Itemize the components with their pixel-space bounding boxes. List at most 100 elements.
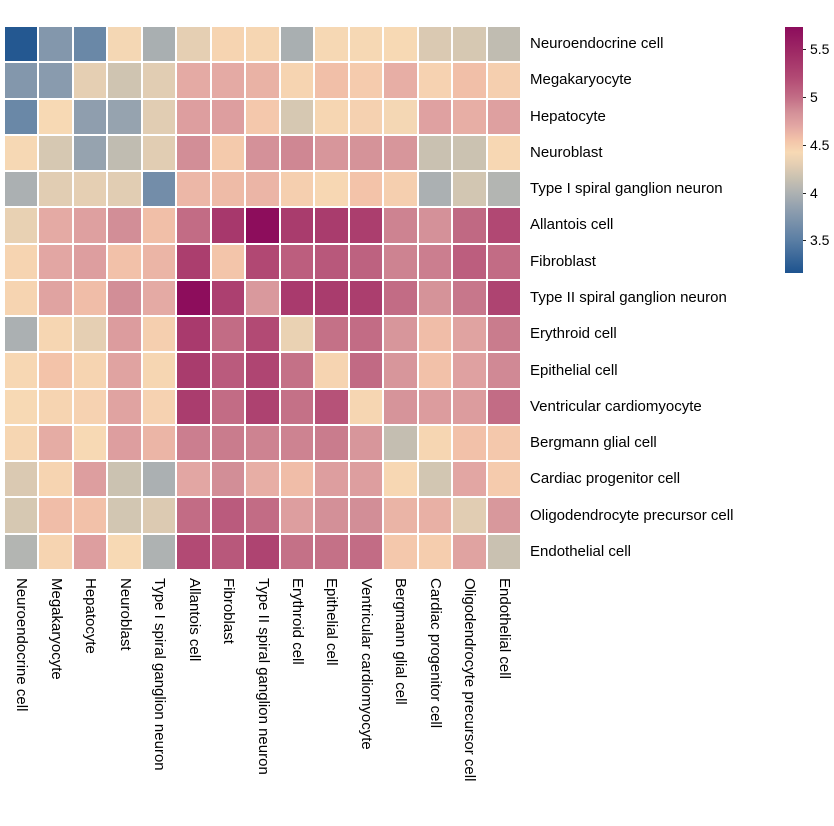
heatmap-cell [315,172,348,207]
heatmap-cell [5,462,38,497]
col-label: Hepatocyte [82,578,100,654]
heatmap-cell [177,425,210,461]
heatmap-cell [211,317,245,352]
row-label: Fibroblast [530,252,596,270]
heatmap-cell [418,172,452,207]
heatmap-cell [5,280,38,316]
heatmap-cell [418,63,452,98]
row-label: Allantois cell [530,216,614,234]
heatmap-cell [384,389,417,424]
heatmap-cell [39,389,72,424]
row-label: Type II spiral ganglion neuron [530,289,727,306]
heatmap-cell [349,317,383,352]
heatmap-cell [142,99,176,134]
heatmap-cell [418,534,452,569]
heatmap-cell [384,135,417,171]
heatmap-cell [418,135,452,171]
heatmap-cell [246,353,279,388]
heatmap-cell [211,462,245,497]
col-label: Fibroblast [220,578,238,644]
heatmap-cell [453,244,486,279]
heatmap-cell [453,135,486,171]
heatmap-cell [211,280,245,316]
heatmap-cell [384,208,417,243]
heatmap-cell [246,317,279,352]
heatmap-cell [142,172,176,207]
heatmap-cell [177,353,210,388]
heatmap-cell [349,353,383,388]
heatmap-cell [177,280,210,316]
heatmap-cell [280,172,314,207]
heatmap-cell [211,498,245,533]
heatmap-cell [315,280,348,316]
col-label: Epithelial cell [323,578,341,666]
heatmap-cell [349,498,383,533]
heatmap-cell [246,27,279,62]
heatmap-cell [453,353,486,388]
heatmap-cell [487,353,520,388]
heatmap-cell [280,534,314,569]
heatmap-cell [39,462,72,497]
heatmap-cell [5,498,38,533]
colorbar-tick-label: 4.5 [810,136,830,153]
heatmap-cell [73,172,107,207]
heatmap-cell [487,172,520,207]
heatmap-cell [384,244,417,279]
heatmap-cell [315,534,348,569]
heatmap-cell [211,425,245,461]
heatmap-cell [108,534,141,569]
heatmap-cell [487,63,520,98]
heatmap-cell [39,353,72,388]
heatmap-cell [177,172,210,207]
heatmap-cell [142,27,176,62]
heatmap-cell [280,63,314,98]
heatmap-cell [315,63,348,98]
heatmap-cell [487,534,520,569]
heatmap-cell [315,208,348,243]
heatmap-cell [280,317,314,352]
row-label: Endothelial cell [530,542,631,560]
heatmap-cell [453,462,486,497]
heatmap-cell [73,208,107,243]
col-label: Oligodendrocyte precursor cell [461,578,479,782]
heatmap-cell [246,244,279,279]
heatmap-cell [384,353,417,388]
heatmap-cell [5,353,38,388]
heatmap-cell [349,63,383,98]
heatmap-cell [453,317,486,352]
colorbar-tick-mark [803,96,806,98]
row-label: Hepatocyte [530,107,606,125]
heatmap-cell [280,135,314,171]
heatmap-cell [418,99,452,134]
heatmap-cell [211,27,245,62]
heatmap-cell [211,63,245,98]
heatmap-cell [246,280,279,316]
heatmap-cell [280,280,314,316]
heatmap-cell [280,353,314,388]
heatmap-cell [315,317,348,352]
heatmap-cell [39,172,72,207]
heatmap-cell [39,498,72,533]
heatmap-cell [39,208,72,243]
heatmap-cell [108,244,141,279]
heatmap-cell [5,534,38,569]
row-label: Megakaryocyte [530,71,632,89]
col-label: Allantois cell [185,578,203,662]
colorbar-tick-label: 3.5 [810,232,830,249]
heatmap-cell [453,534,486,569]
col-label: Neuroblast [116,578,134,651]
heatmap-cell [246,99,279,134]
heatmap-cell [315,99,348,134]
heatmap-cell [108,353,141,388]
heatmap-cell [177,462,210,497]
heatmap-cell [177,534,210,569]
heatmap-cell [5,135,38,171]
heatmap-cell [73,280,107,316]
heatmap-cell [487,498,520,533]
heatmap-cell [73,244,107,279]
heatmap-cell [349,534,383,569]
heatmap-cell [39,317,72,352]
heatmap-cell [246,498,279,533]
heatmap-cell [453,389,486,424]
heatmap-cell [280,99,314,134]
